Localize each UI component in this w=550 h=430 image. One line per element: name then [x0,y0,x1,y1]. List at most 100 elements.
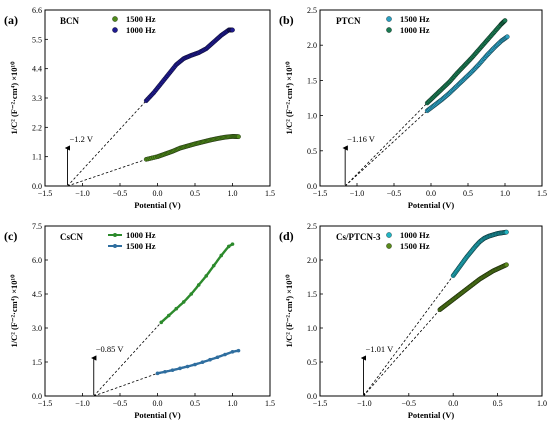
y-tick-label: 1.0 [307,324,317,333]
panel-letter: (c) [4,229,17,243]
data-point [181,300,186,304]
x-tick-label: 1.5 [537,189,547,198]
intercept-annotation: −1.16 V [347,134,376,144]
y-tick-label: 1.1 [32,153,42,162]
data-point [178,366,182,371]
x-tick-label: −1.0 [75,399,90,408]
y-tick-label: 4.5 [32,290,42,299]
legend-label: 1000 Hz [400,230,430,240]
legend-marker [112,16,118,22]
data-point [226,244,231,249]
y-tick-label: 7.5 [32,222,42,231]
data-point [230,350,235,354]
panel-title: Cs/PTCN-3 [336,232,381,242]
data-point [174,306,179,311]
data-point [504,34,510,40]
series-1500-hz [424,34,510,114]
x-tick-label: −1.0 [75,189,90,198]
x-tick-label: 1.0 [228,399,238,408]
fit-line [67,158,147,187]
fit-line [363,309,441,397]
data-point [155,371,160,376]
x-tick-label: 0.0 [153,399,163,408]
series-1000-hz [159,242,235,325]
data-point [504,262,509,268]
fit-line [93,372,158,397]
y-axis-label: 1/C² (F⁻²·cm⁴) ×10¹⁰ [284,274,294,348]
data-point [219,253,224,258]
y-tick-label: 2.5 [307,6,317,15]
data-point [230,27,235,33]
fit-line [363,275,454,397]
y-tick-label: 0.5 [307,358,317,367]
x-tick-label: −1.0 [350,189,365,198]
series-1500-hz [155,348,241,376]
x-tick-label: 0.0 [448,399,458,408]
legend-marker [113,233,117,237]
panel-title: PTCN [336,16,361,26]
plot-frame [44,225,271,397]
legend-marker [386,232,392,238]
x-tick-label: 1.0 [537,399,547,408]
legend-marker [386,27,392,33]
y-tick-label: 3.0 [32,324,42,333]
legend-label: 1500 Hz [126,241,156,251]
y-tick-label: 6.0 [32,256,42,265]
panel-title: CsCN [60,232,84,242]
legend-label: 1000 Hz [400,25,430,35]
y-tick-label: 5.5 [32,35,42,44]
y-tick-label: 0.0 [32,182,42,191]
intercept-annotation: −1.2 V [70,134,94,144]
x-tick-label: 0.0 [426,189,436,198]
x-tick-label: 1.0 [500,189,510,198]
y-tick-label: 3.3 [32,94,42,103]
x-tick-label: 0.5 [190,189,200,198]
x-tick-label: −1.5 [313,399,328,408]
x-tick-label: −1.5 [313,189,328,198]
y-tick-label: 1.5 [32,358,42,367]
data-point [502,18,508,23]
intercept-annotation: −1.01 V [366,344,395,354]
y-tick-label: 1.5 [307,76,317,85]
data-point [204,274,209,278]
series-1500-hz [143,134,241,162]
data-point [163,369,167,374]
intercept-annotation: −0.85 V [96,344,125,354]
chart-panel-a: −1.5 −1.0 −0.5 0.0 0.5 1.0 1.5 0.0 1.1 2.2 3.3 4.4 5… [4,6,275,210]
legend-label: 1000 Hz [126,230,156,240]
y-tick-label: 1.5 [307,290,317,299]
x-tick-label: −0.5 [113,189,128,198]
data-point [159,320,164,325]
data-point [211,263,216,268]
y-tick-label: 6.6 [32,6,42,15]
data-point [208,357,212,362]
data-point [196,283,201,287]
x-axis-label: Potential (V) [134,410,181,420]
y-tick-label: 4.4 [32,65,42,74]
legend-marker [386,243,392,249]
y-tick-label: 0.0 [32,392,42,401]
legend-marker [386,16,392,22]
data-point [215,355,220,360]
data-point [170,368,175,372]
legend-label: 1000 Hz [126,25,156,35]
y-tick-label: 2.0 [307,256,317,265]
chart-panel-d: −1.5 −1.0 −0.5 0.0 0.5 1.0 0.0 0.5 1.0 1.5 2.0 2.5 P… [279,222,547,420]
y-tick-label: 2.5 [307,222,317,231]
x-tick-label: 1.5 [265,189,275,198]
data-point [193,362,197,367]
plot-frame [44,9,271,187]
y-tick-label: 0.0 [307,392,317,401]
series-1000-hz [424,18,508,106]
x-axis-label: Potential (V) [134,200,181,210]
legend-label: 1500 Hz [400,14,430,24]
data-point [230,242,235,246]
data-point [189,292,194,296]
x-tick-label: 0.5 [190,399,200,408]
data-point [200,360,205,365]
x-tick-label: −0.5 [113,399,128,408]
y-axis-label: 1/C² (F⁻²·cm⁴) ×10¹⁰ [284,61,294,135]
x-tick-label: 1.5 [265,399,275,408]
fit-line [67,100,147,187]
series-1000-hz [450,229,509,278]
